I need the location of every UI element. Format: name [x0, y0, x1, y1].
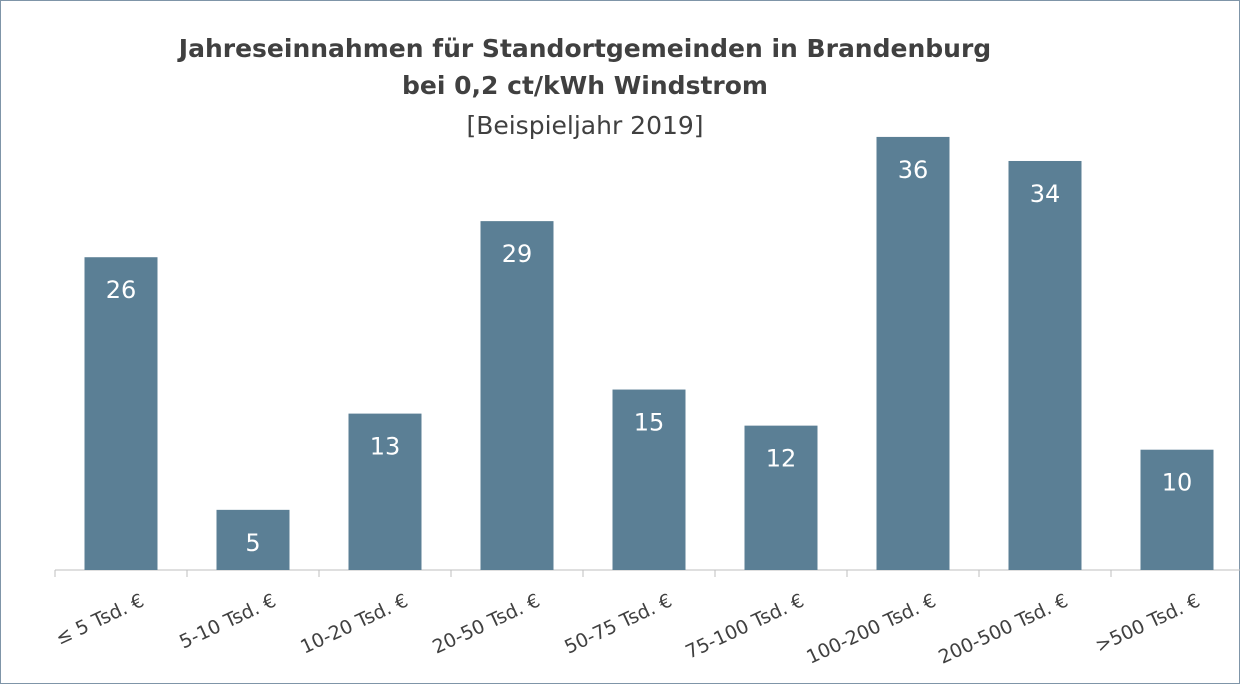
data-label: 26 — [106, 276, 137, 304]
bar — [84, 257, 158, 570]
data-label: 12 — [766, 445, 797, 473]
data-label: 29 — [502, 240, 533, 268]
bar — [216, 509, 290, 570]
data-label: 5 — [245, 529, 260, 557]
bar — [348, 413, 422, 570]
bar — [1008, 160, 1082, 571]
bar — [480, 221, 554, 570]
chart-title: Jahreseinnahmen für Standortgemeinden in… — [177, 34, 991, 63]
bar — [744, 425, 818, 570]
bar — [1140, 449, 1214, 570]
chart-subtitle: [Beispieljahr 2019] — [466, 111, 703, 140]
bar — [876, 136, 950, 571]
data-label: 10 — [1162, 469, 1193, 497]
data-label: 36 — [898, 156, 929, 184]
data-label: 13 — [370, 433, 401, 461]
bar — [612, 389, 686, 570]
chart-title-line2: bei 0,2 ct/kWh Windstrom — [402, 71, 768, 100]
data-label: 15 — [634, 409, 665, 437]
data-label: 34 — [1030, 180, 1061, 208]
